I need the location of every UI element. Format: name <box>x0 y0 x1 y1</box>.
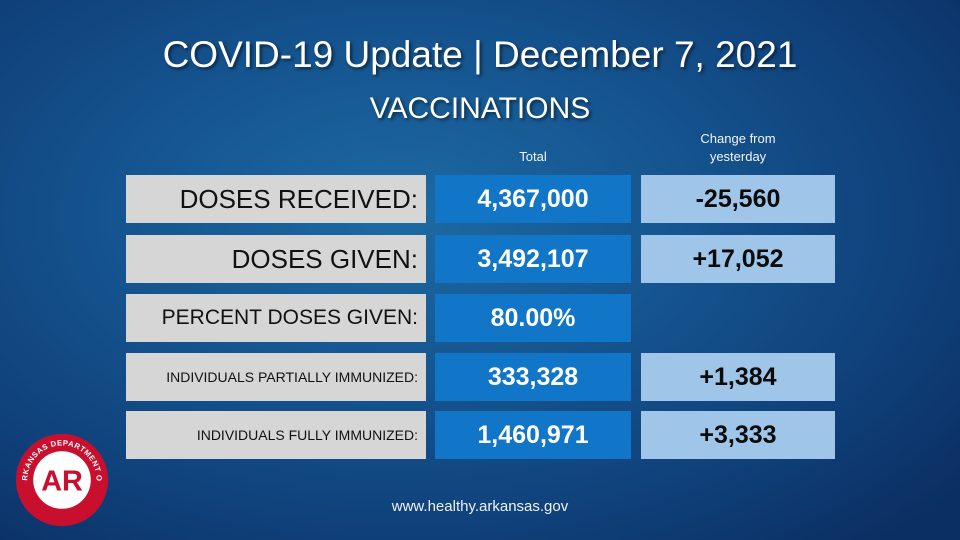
stat-change: +3,333 <box>641 411 835 459</box>
section-title: VACCINATIONS <box>369 92 591 125</box>
column-header-change-line1: Change from <box>700 131 776 146</box>
column-header-change-line2: yesterday <box>709 149 767 164</box>
stat-row-fully-immunized: INDIVIDUALS FULLY IMMUNIZED: 1,460,971 +… <box>0 411 960 459</box>
stat-total: 4,367,000 <box>435 175 631 223</box>
stat-label: INDIVIDUALS PARTIALLY IMMUNIZED: <box>126 353 426 401</box>
stat-label: DOSES RECEIVED: <box>126 175 426 223</box>
column-header-change: Change from yesterday <box>641 130 835 166</box>
stat-change: +17,052 <box>641 235 835 283</box>
footer-url: www.healthy.arkansas.gov <box>391 498 569 515</box>
column-header-total: Total <box>519 149 547 164</box>
logo-ring-text-bottom: HEALTH <box>47 500 78 511</box>
logo-inner-circle <box>33 451 91 509</box>
stat-row-percent-doses-given: PERCENT DOSES GIVEN: 80.00% <box>0 294 960 342</box>
stat-label: PERCENT DOSES GIVEN: <box>126 294 426 342</box>
page-title: COVID-19 Update | December 7, 2021 <box>162 34 798 75</box>
arkansas-health-logo: ARKANSAS DEPARTMENT OF HEALTH AR <box>14 432 109 527</box>
stat-total: 80.00% <box>435 294 631 342</box>
stat-total: 1,460,971 <box>435 411 631 459</box>
stat-total: 333,328 <box>435 353 631 401</box>
stat-row-doses-received: DOSES RECEIVED: 4,367,000 -25,560 <box>0 175 960 223</box>
stat-label: INDIVIDUALS FULLY IMMUNIZED: <box>126 411 426 459</box>
stat-row-doses-given: DOSES GIVEN: 3,492,107 +17,052 <box>0 235 960 283</box>
logo-mark: AR <box>41 466 83 498</box>
stat-row-partially-immunized: INDIVIDUALS PARTIALLY IMMUNIZED: 333,328… <box>0 353 960 401</box>
stat-change: +1,384 <box>641 353 835 401</box>
stat-total: 3,492,107 <box>435 235 631 283</box>
stat-change: -25,560 <box>641 175 835 223</box>
stat-label: DOSES GIVEN: <box>126 235 426 283</box>
